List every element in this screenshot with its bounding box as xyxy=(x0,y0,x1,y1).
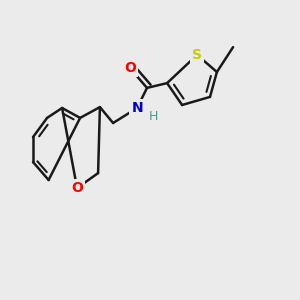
Text: S: S xyxy=(192,48,202,62)
Text: N: N xyxy=(131,101,143,115)
Text: O: O xyxy=(124,61,136,75)
Text: H: H xyxy=(148,110,158,124)
Text: O: O xyxy=(71,181,83,195)
